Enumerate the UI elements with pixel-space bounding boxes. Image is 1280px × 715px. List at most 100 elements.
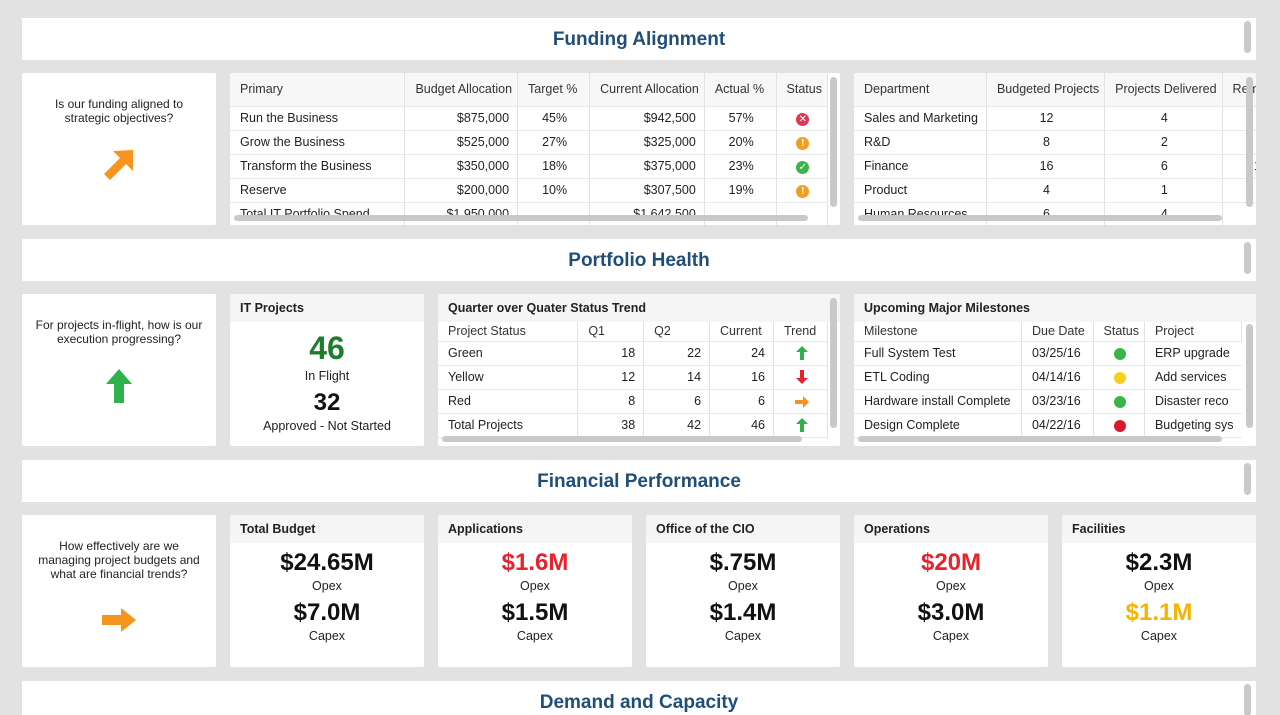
table-cell: 16 <box>709 365 774 390</box>
table-row[interactable]: Grow the Business $525,000 27% $325,000 20%! <box>230 130 829 155</box>
opex-label: Opex <box>312 579 342 593</box>
milestones-table: Milestone Due Date Status Project Full Syst… <box>854 322 1243 438</box>
table-row[interactable]: Run the Business $875,000 45% $942,500 57% ✕ <box>230 106 829 131</box>
column-header[interactable]: Actual % <box>704 73 777 107</box>
column-header[interactable]: Primary <box>230 73 406 107</box>
vertical-scrollbar[interactable] <box>830 298 837 428</box>
table-cell: 14 <box>643 365 711 390</box>
table-cell: 57% <box>704 106 777 131</box>
project-cell: Add services <box>1144 365 1242 390</box>
table-row[interactable]: Design Complete 04/22/16 Budgeting sys <box>854 413 1242 438</box>
trend-cell <box>773 389 828 414</box>
capex-value: $3.0M <box>917 599 985 626</box>
table-cell: $307,500 <box>589 178 705 203</box>
vertical-scrollbar[interactable] <box>1246 77 1253 207</box>
financial-card: Office of the CIO $.75M Opex $1.4M Capex <box>646 515 840 667</box>
section-header-financial: Financial Performance <box>22 460 1256 502</box>
table-cell: 22 <box>643 341 711 366</box>
column-header[interactable]: Department <box>854 73 987 107</box>
column-header[interactable]: Trend <box>773 322 828 342</box>
capex-label: Capex <box>932 629 970 643</box>
table-row[interactable]: R&D826✓ <box>854 130 1256 155</box>
scrollbar[interactable] <box>1244 684 1251 715</box>
table-cell: Run the Business <box>230 106 406 131</box>
horizontal-scrollbar[interactable] <box>858 215 1222 221</box>
card-title: Upcoming Major Milestones <box>854 294 1256 322</box>
status-orange-icon: ! <box>796 184 810 198</box>
table-row[interactable]: Human Resources642! <box>854 202 1256 225</box>
vertical-scrollbar[interactable] <box>830 77 837 207</box>
capex-label: Capex <box>724 629 762 643</box>
table-cell: Red <box>438 389 579 414</box>
table-row[interactable]: Yellow 12 14 16 <box>438 365 828 390</box>
column-header[interactable]: Current <box>709 322 774 342</box>
table-cell: 46 <box>709 413 774 438</box>
section-header-demand: Demand and Capacity <box>22 681 1256 715</box>
table-cell: 4 <box>1104 202 1223 225</box>
scrollbar[interactable] <box>1244 242 1251 274</box>
column-header[interactable]: Target % <box>517 73 591 107</box>
table-row[interactable]: Finance16610! <box>854 154 1256 179</box>
scrollbar[interactable] <box>1244 21 1251 53</box>
table-cell: 19% <box>704 178 777 203</box>
column-header[interactable]: Project <box>1144 322 1243 342</box>
column-header[interactable]: Status <box>776 73 829 107</box>
horizontal-scrollbar[interactable] <box>442 436 802 442</box>
question-text: Is our funding aligned to strategic obje… <box>54 97 184 125</box>
horizontal-scrollbar[interactable] <box>858 436 1222 442</box>
table-cell: Finance <box>854 154 987 179</box>
vertical-scrollbar[interactable] <box>1246 324 1253 428</box>
column-header[interactable]: Budget Allocation <box>404 73 519 107</box>
table-row[interactable]: ETL Coding 04/14/16 Add services <box>854 365 1242 390</box>
table-cell: $1,950,000 <box>404 202 519 225</box>
column-header[interactable]: Q2 <box>643 322 711 342</box>
column-header[interactable]: Budgeted Projects <box>986 73 1106 107</box>
card-title: IT Projects <box>230 294 424 322</box>
column-header[interactable]: Q1 <box>577 322 645 342</box>
table-row[interactable]: Green 18 22 24 <box>438 341 828 366</box>
financial-card: Operations $20M Opex $3.0M Capex <box>854 515 1048 667</box>
column-header[interactable]: Projects Delivered <box>1104 73 1223 107</box>
scrollbar[interactable] <box>1244 463 1251 495</box>
capex-label: Capex <box>308 629 346 643</box>
horizontal-scrollbar[interactable] <box>234 215 808 221</box>
status-dot-icon <box>1113 347 1126 360</box>
column-header[interactable]: Milestone <box>854 322 1022 342</box>
column-header[interactable]: Current Allocation <box>589 73 705 107</box>
table-row[interactable]: Total Projects 38 42 46 <box>438 413 828 438</box>
table-row[interactable]: Sales and Marketing1248✓ <box>854 106 1256 131</box>
table-row[interactable]: Reserve $200,000 10% $307,500 19%! <box>230 178 829 203</box>
card-title: Applications <box>438 515 632 543</box>
table-cell: 42 <box>643 413 711 438</box>
table-cell: 03/23/16 <box>1021 389 1094 414</box>
project-cell: Budgeting sys <box>1144 413 1242 438</box>
card-title: Total Budget <box>230 515 424 543</box>
status-cell <box>776 202 829 225</box>
trend-cell <box>773 341 828 366</box>
table-row[interactable]: Total IT Portfolio Spend $1,950,000 $1,642… <box>230 202 829 225</box>
column-header[interactable]: Project Status <box>438 322 579 342</box>
table-row[interactable]: Full System Test 03/25/16 ERP upgrade <box>854 341 1242 366</box>
table-row[interactable]: Transform the Business $350,000 18% $375,00… <box>230 154 829 179</box>
column-header[interactable]: Status <box>1093 322 1145 342</box>
table-cell: Grow the Business <box>230 130 406 155</box>
financial-card: Total Budget $24.65M Opex $7.0M Capex <box>230 515 424 667</box>
table-cell: Product <box>854 178 987 203</box>
status-trend-card: Quarter over Quater Status Trend Project… <box>438 294 840 446</box>
table-cell: Human Resources <box>854 202 987 225</box>
capex-value: $7.0M <box>293 599 361 626</box>
table-cell: R&D <box>854 130 987 155</box>
financial-card: Applications $1.6M Opex $1.5M Capex <box>438 515 632 667</box>
in-flight-value: 46 <box>309 330 345 366</box>
table-cell: 04/22/16 <box>1021 413 1094 438</box>
status-dot-icon <box>1113 371 1126 384</box>
opex-label: Opex <box>728 579 758 593</box>
table-row[interactable]: Hardware install Complete 03/23/16 Disaste… <box>854 389 1242 414</box>
table-cell: Total Projects <box>438 413 579 438</box>
table-cell: Green <box>438 341 579 366</box>
table-row[interactable]: Product413✕ <box>854 178 1256 203</box>
table-row[interactable]: Red 8 6 6 <box>438 389 828 414</box>
column-header[interactable]: Due Date <box>1021 322 1094 342</box>
table-cell: 18 <box>577 341 645 366</box>
section-title: Demand and Capacity <box>539 692 739 713</box>
